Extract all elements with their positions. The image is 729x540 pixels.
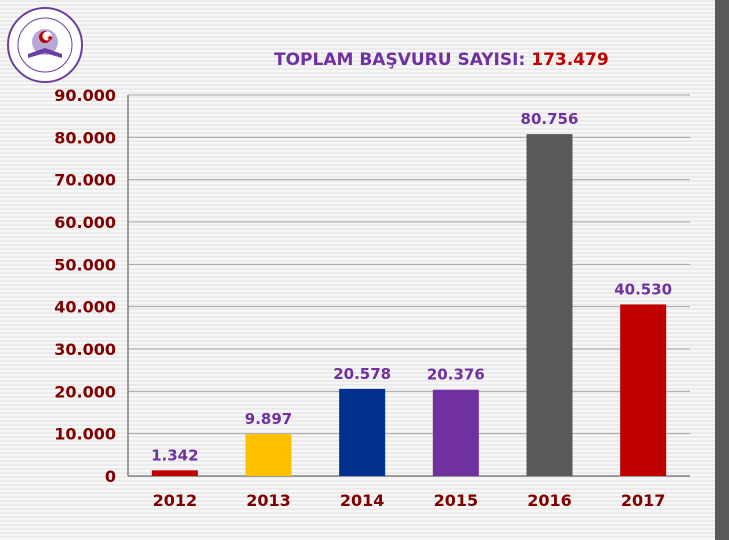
axes — [127, 95, 690, 477]
bar — [151, 470, 198, 476]
window-edge — [715, 0, 729, 540]
y-tick-label: 20.000 — [54, 382, 116, 401]
total-applications-label: TOPLAM BAŞVURU SAYISI: — [274, 50, 526, 70]
gridlines — [128, 94, 690, 435]
y-tick-label: 70.000 — [54, 171, 116, 190]
y-tick-label: 60.000 — [54, 213, 116, 232]
data-label: 20.578 — [333, 365, 391, 383]
x-tick-label: 2013 — [246, 491, 291, 510]
bar — [432, 389, 479, 476]
data-label: 80.756 — [521, 110, 579, 128]
court-emblem-logo — [7, 7, 83, 83]
y-tick-label: 10.000 — [54, 425, 116, 444]
bar — [245, 434, 292, 476]
y-tick-label: 40.000 — [54, 298, 116, 317]
x-tick-label: 2012 — [153, 491, 198, 510]
labels: 0 10.000 20.000 30.000 40.000 50.000 60.000 70.… — [54, 86, 672, 510]
bar — [526, 134, 573, 476]
y-tick-label: 0 — [105, 467, 116, 486]
data-label: 20.376 — [427, 366, 485, 384]
x-tick-label: 2015 — [434, 491, 479, 510]
x-tick-label: 2016 — [527, 491, 572, 510]
bar — [620, 304, 667, 476]
y-tick-label: 90.000 — [54, 86, 116, 105]
data-label: 1.342 — [151, 446, 198, 464]
x-tick-label: 2017 — [621, 491, 666, 510]
y-tick-label: 30.000 — [54, 340, 116, 359]
bar — [339, 388, 386, 476]
data-label: 9.897 — [245, 410, 292, 428]
data-label: 40.530 — [614, 280, 672, 298]
total-applications-heading: TOPLAM BAŞVURU SAYISI: 173.479 — [274, 50, 609, 70]
bars — [151, 134, 667, 476]
y-tick-label: 50.000 — [54, 255, 116, 274]
total-applications-value: 173.479 — [531, 50, 609, 70]
y-tick-label: 80.000 — [54, 128, 116, 147]
x-tick-label: 2014 — [340, 491, 385, 510]
